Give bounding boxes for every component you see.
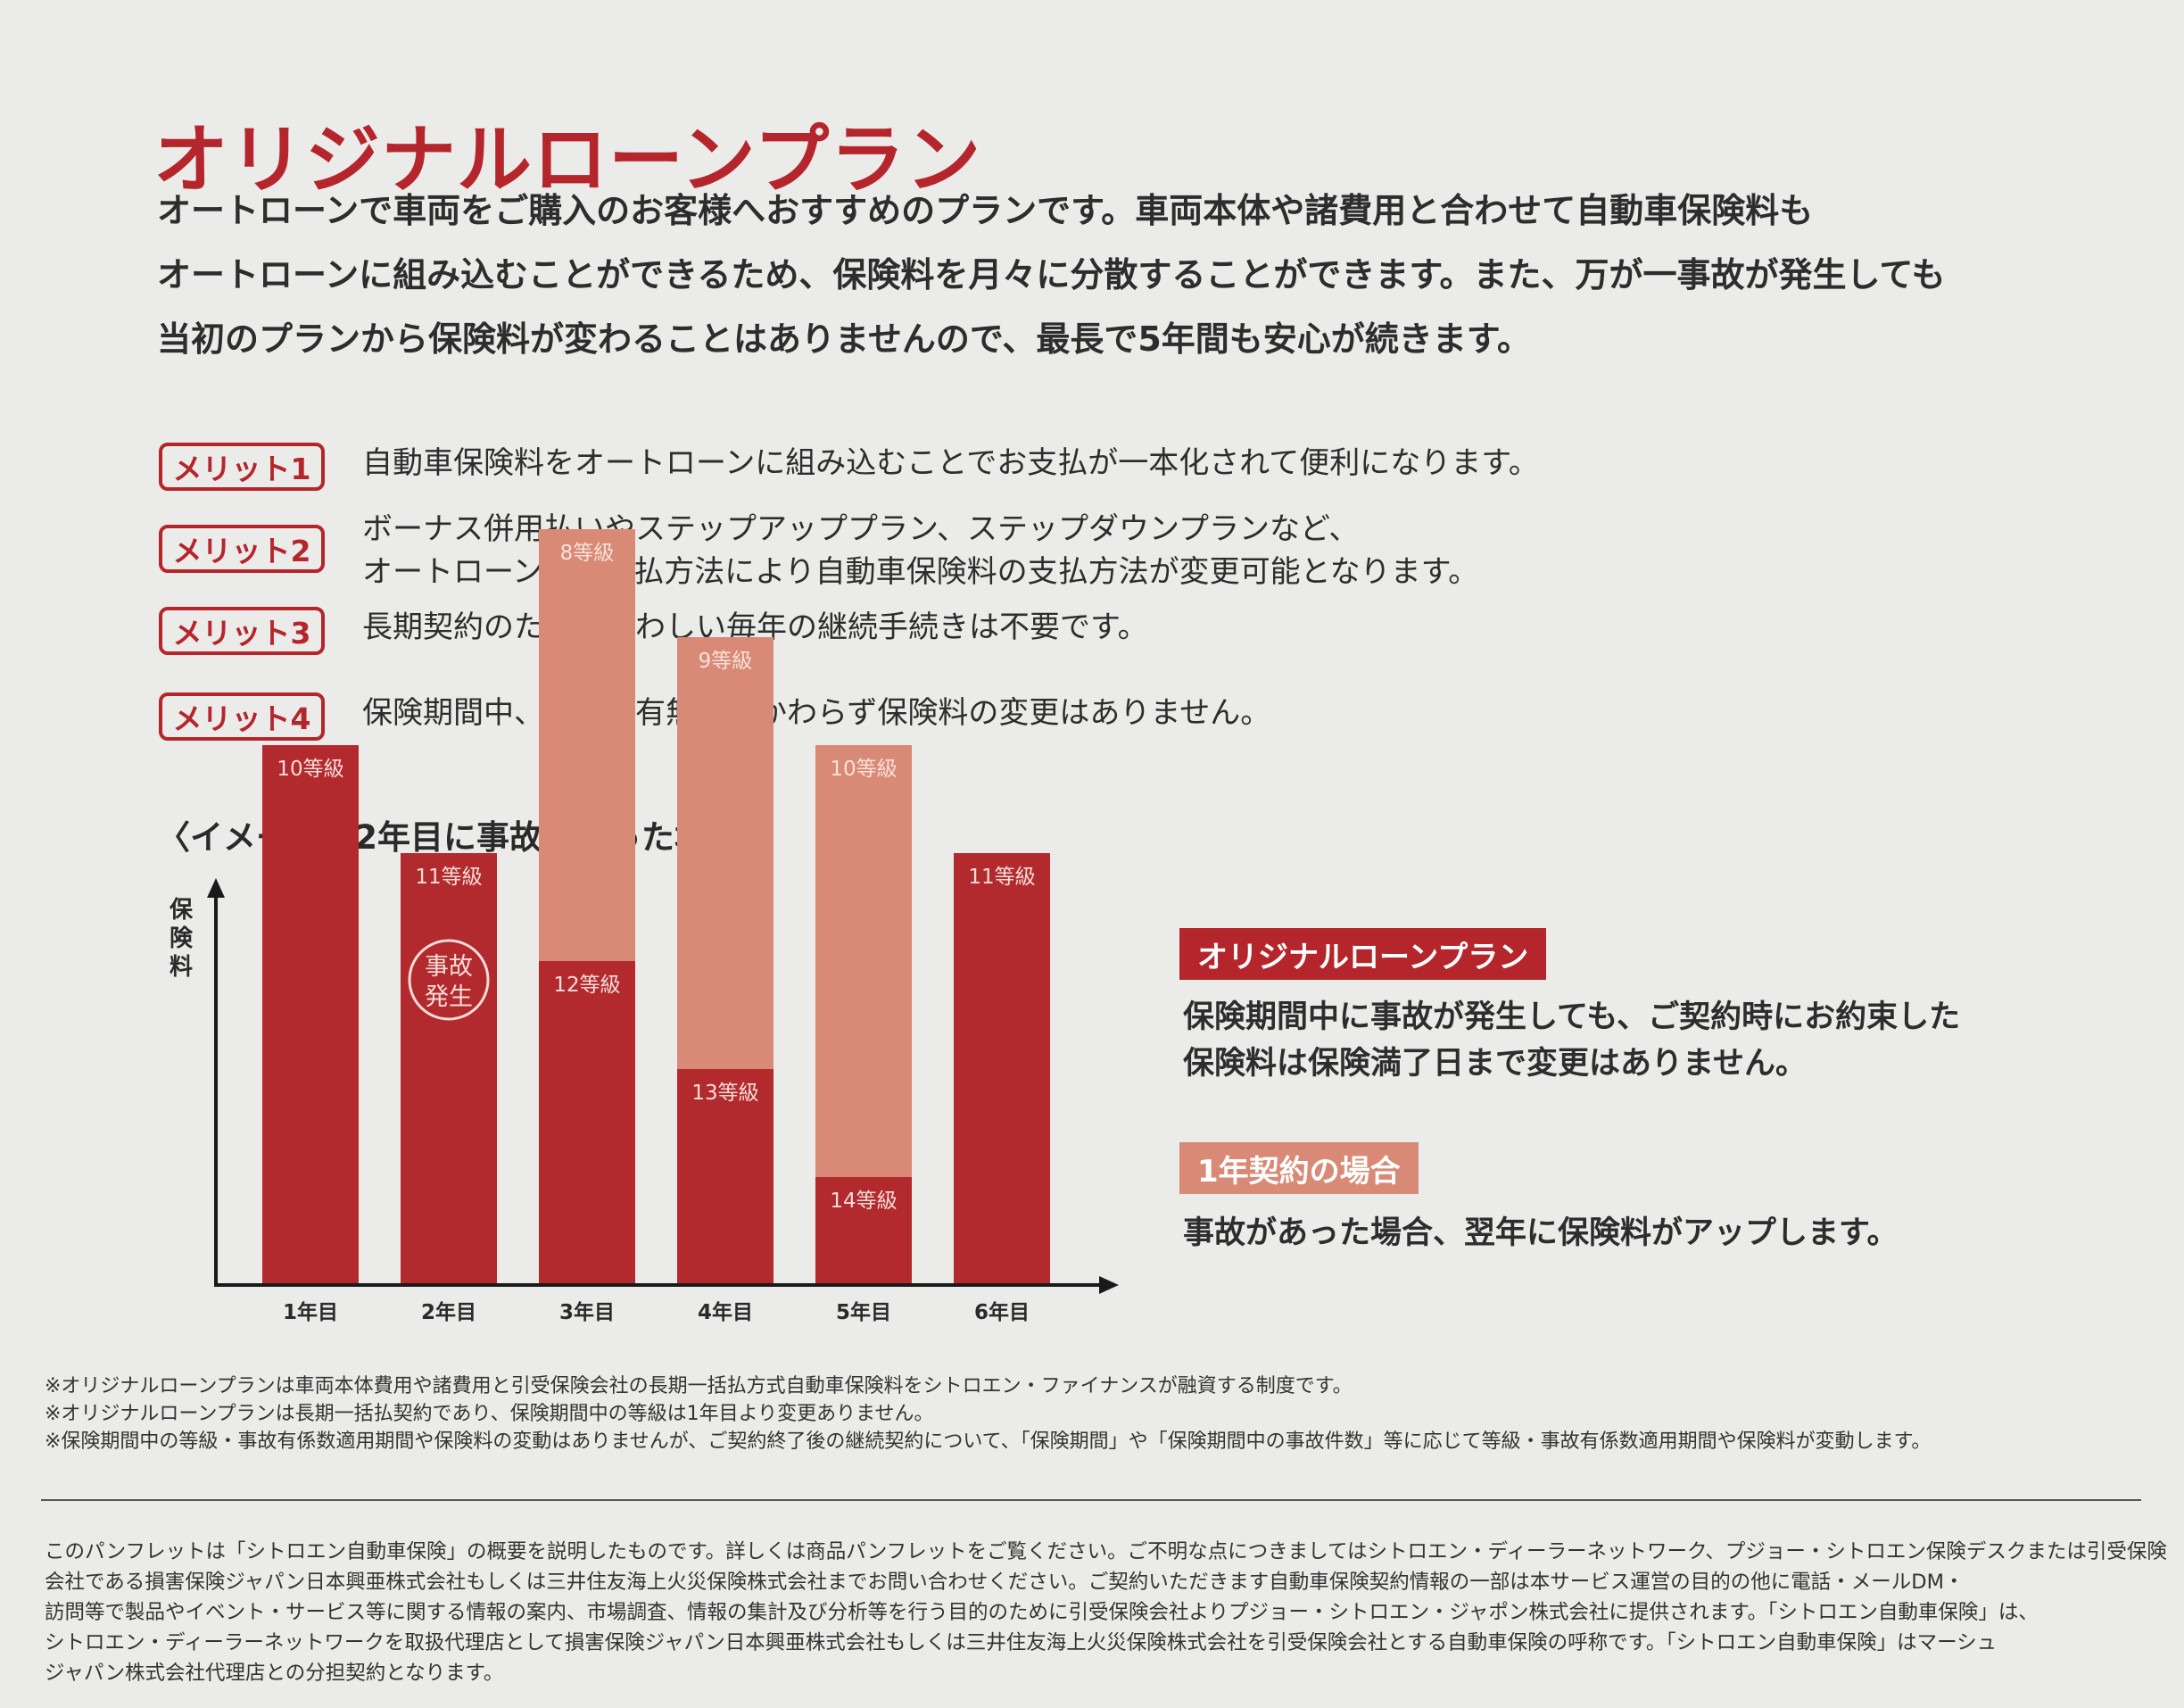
bar-loan-4 (677, 1069, 774, 1285)
x-tick-label-6: 6年目 (974, 1300, 1030, 1324)
intro-line: オートローンに組み込むことができるため、保険料を月々に分散することができます。ま… (157, 255, 1946, 294)
bar-annual-4 (677, 637, 774, 1069)
y-axis-arrow-icon (207, 878, 225, 898)
bar-loan-label-3: 12等級 (553, 974, 620, 997)
bar-loan-label-5: 14等級 (830, 1190, 897, 1213)
one-year-text: 事故があった場合、翌年に保険料がアップします。 (1183, 1215, 1899, 1251)
bar-loan-6 (954, 853, 1050, 1285)
bar-loan-2 (401, 853, 497, 1285)
footer-disclaimer: このパンフレットは「シトロエン自動車保険」の概要を説明したものです。詳しくは商品… (45, 1537, 2167, 1688)
one-year-contract-badge: 1年契約の場合 (1179, 1142, 1419, 1194)
bar-loan-1 (262, 745, 359, 1285)
footer-line: 訪問等で製品やイベント・サービス等に関する情報の案内、市場調査、情報の集計及び分… (45, 1601, 2039, 1624)
merit-3-badge: メリット3 (159, 607, 325, 655)
x-tick-label-1: 1年目 (283, 1300, 338, 1324)
bars-layer (262, 529, 1050, 1285)
bar-loan-5 (815, 1177, 912, 1285)
footer-line: 会社である損害保険ジャパン日本興亜株式会社もしくは三井住友海上火災保険株式会社ま… (45, 1571, 1965, 1594)
note-line: ※オリジナルローンプランは長期一括払契約であり、保険期間中の等級は1年目より変更… (45, 1403, 934, 1425)
bar-annual-label-4: 9等級 (699, 650, 753, 673)
merit-1-text: 自動車保険料をオートローンに組み込むことでお支払が一本化されて便利になります。 (362, 445, 1539, 481)
note-line: ※保険期間中の等級・事故有係数適用期間や保険料の変動はありませんが、ご契約終了後… (45, 1430, 1932, 1453)
footer-line: シトロエン・ディーラーネットワークを取扱代理店として損害保険ジャパン日本興亜株式… (45, 1631, 1998, 1654)
divider (41, 1499, 2141, 1501)
page-title: オリジナルローンプラン (153, 116, 982, 203)
chart-y-axis-label: 保険料 (168, 896, 194, 982)
accident-label-line1: 事故 (425, 953, 473, 981)
bar-loan-label-1: 10等級 (277, 758, 343, 781)
accident-label-line2: 発生 (425, 983, 473, 1011)
note-line: ※オリジナルローンプランは車両本体費用や諸費用と引受保険会社の長期一括払方式自動… (45, 1375, 1353, 1397)
y-label-text: 保険料 (169, 897, 193, 981)
footer-line: ジャパン株式会社代理店との分担契約となります。 (45, 1662, 504, 1685)
intro-paragraph: オートローンで車両をご購入のお客様へおすすめのプランです。車両本体や諸費用と合わ… (157, 178, 2031, 371)
bar-annual-3 (539, 529, 635, 961)
bar-loan-label-2: 11等級 (415, 866, 482, 889)
footer-line: このパンフレットは「シトロエン自動車保険」の概要を説明したものです。詳しくは商品… (45, 1540, 2167, 1563)
chart-section-title: 〈イメージ〉2年目に事故があった場合 (157, 818, 741, 857)
bar-annual-label-5: 10等級 (830, 758, 897, 781)
bar-loan-label-4: 13等級 (691, 1082, 758, 1105)
plan-text-line1: 保険期間中に事故が発生しても、ご契約時にお約束した (1183, 999, 1961, 1035)
bar-loan-label-6: 11等級 (968, 866, 1035, 889)
accident-circle-icon (408, 939, 490, 1021)
original-loan-plan-badge: オリジナルローンプラン (1179, 928, 1547, 980)
merit-4-badge: メリット4 (159, 692, 325, 741)
plan-text-line2: 保険料は保険満了日まで変更はありません。 (1183, 1046, 1807, 1082)
merit-2-badge: メリット2 (159, 525, 325, 573)
intro-line: 当初のプランから保険料が変わることはありませんので、最長で5年間も安心が続きます… (157, 319, 1531, 359)
merit-1-badge: メリット1 (159, 443, 325, 491)
x-axis-arrow-icon (1099, 1276, 1119, 1294)
bar-annual-label-3: 8等級 (560, 542, 615, 565)
intro-line: オートローンで車両をご購入のお客様へおすすめのプランです。車両本体や諸費用と合わ… (157, 191, 1814, 230)
notes-block: ※オリジナルローンプランは車両本体費用や諸費用と引受保険会社の長期一括払方式自動… (45, 1372, 1931, 1455)
x-tick-label-2: 2年目 (421, 1300, 476, 1324)
merit-4-text: 保険期間中、事故の有無にかかわらず保険料の変更はありません。 (362, 695, 1271, 731)
x-tick-label-5: 5年目 (836, 1300, 891, 1324)
merit-2-text-line1: ボーナス併用払いやステップアッププラン、ステップダウンプランなど、 (362, 511, 1360, 547)
bar-annual-5 (815, 745, 912, 1177)
bar-loan-3 (539, 961, 635, 1285)
x-tick-label-3: 3年目 (559, 1300, 615, 1324)
x-tick-label-4: 4年目 (698, 1300, 753, 1324)
